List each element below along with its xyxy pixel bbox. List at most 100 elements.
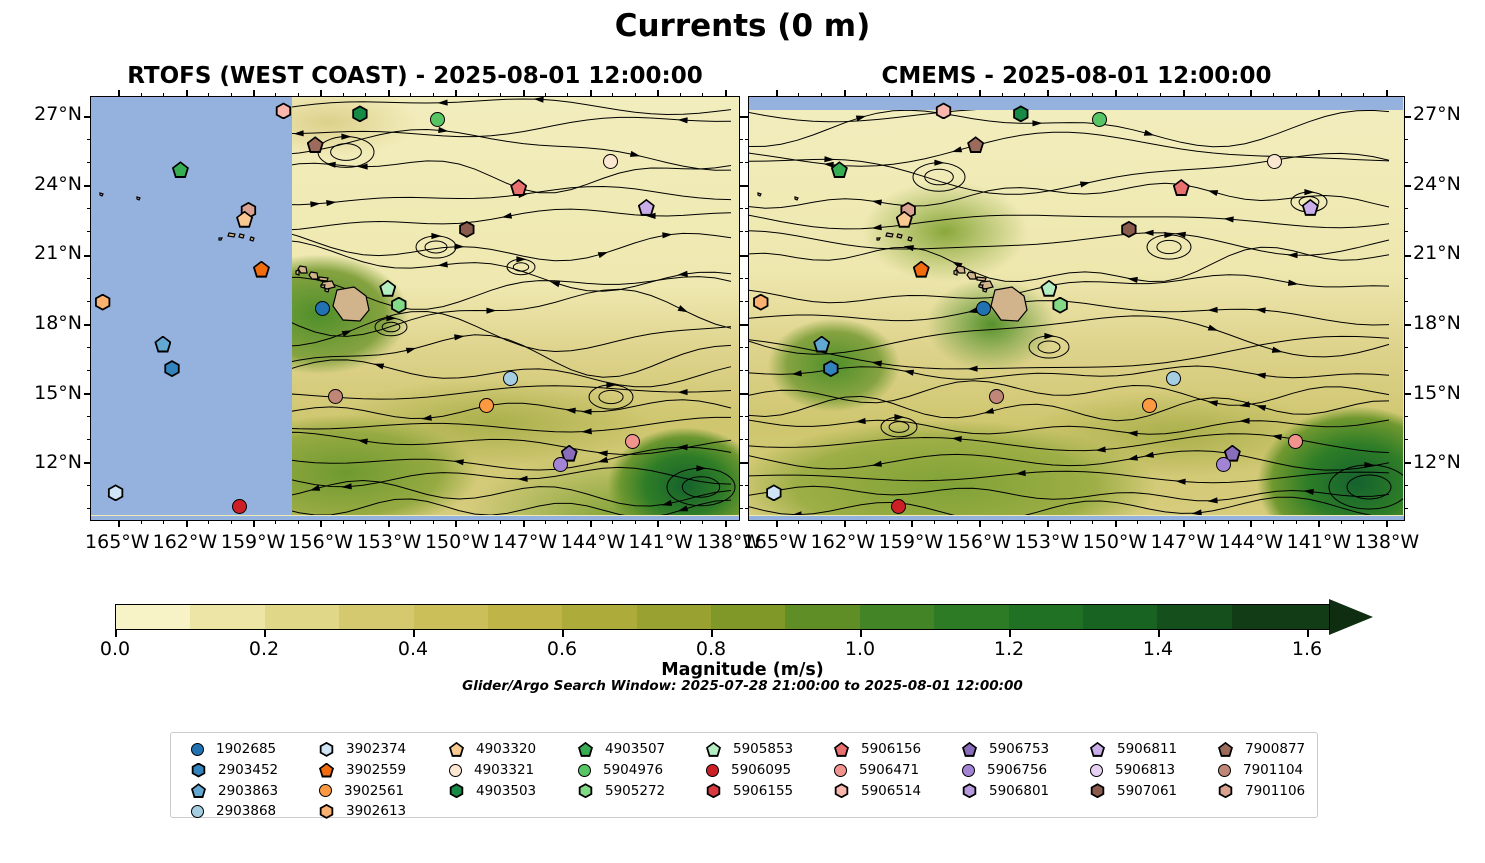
island [955,265,966,274]
legend-item: 4903320 [449,739,536,760]
eddy-streamline [330,143,362,161]
flow-arrow [278,493,289,499]
colorbar-segment [1306,605,1329,629]
flow-arrow [696,465,707,472]
axis-tick [477,520,479,524]
streamline [292,479,732,507]
float-marker-shape [503,371,519,387]
legend-item: 5906811 [1090,739,1177,760]
float-marker-shape [753,293,769,311]
flow-arrow [1127,276,1138,283]
legend-item: 5906756 [962,760,1049,781]
float-marker-shape [510,179,528,197]
legend-item: 5906156 [834,739,921,760]
colorbar-segment [264,605,340,629]
axis-tick [1385,520,1388,527]
streamline [749,230,1390,256]
flow-arrow [581,428,592,435]
marker-fill [354,107,366,121]
float-marker-shape [1013,105,1029,123]
streamline [749,274,1390,304]
axis-tick [1001,93,1003,97]
streamline [749,335,1390,370]
flow-arrow [677,505,689,512]
float-marker-shape [275,102,292,120]
marker-fill [836,785,847,797]
axis-tick [275,93,277,97]
eddy-streamline [381,321,401,333]
marker-fill [964,743,975,755]
axis-tick [1160,520,1161,524]
legend-item-label: 5906813 [1115,762,1176,779]
axis-tick [1404,116,1411,119]
lon-tick-label: 153°W [356,531,422,553]
float-marker-shape [1121,220,1137,238]
axis-tick [1404,300,1408,302]
island [318,276,329,282]
axis-tick [500,520,502,524]
streamlines-and-islands-layer [749,110,1403,515]
axis-tick [1114,520,1117,527]
float-marker [975,301,991,317]
legend-item-label: 3902559 [346,762,407,779]
lat-tick-label: 12°N [34,451,82,474]
float-marker-shape [1223,444,1241,462]
axis-tick [821,93,823,97]
legend-marker-icon [1218,741,1233,757]
axis-tick [87,139,91,141]
colorbar-tick-label: 0.8 [695,638,727,660]
colorbar-tick [264,630,266,637]
legend-item-label: 5906756 [987,762,1048,779]
island [953,269,958,276]
axis-tick [1047,520,1050,527]
axis-tick [1404,485,1408,487]
flow-arrow [951,146,963,153]
float-marker [164,360,181,378]
colorbar-extend-arrow [1329,599,1373,635]
float-legend: 1902685 2903452 2903863 2903868 3902374 39025… [170,732,1318,819]
island [218,237,223,241]
marker-fill [277,104,290,118]
axis-tick [888,520,890,524]
streamline [292,185,732,206]
float-marker [891,499,907,515]
float-marker-shape [391,296,407,314]
axis-tick [410,520,412,524]
flow-arrow [1207,306,1218,313]
axis-tick [1340,520,1342,524]
legend-marker-icon [319,762,334,778]
legend-item: 3902559 [319,760,406,781]
axis-tick [679,93,681,97]
flow-arrow [1207,400,1218,407]
axis-tick [567,520,569,524]
axis-tick [911,90,914,97]
axis-tick [1024,93,1026,97]
map-panel-rtofs [84,90,746,527]
marker-fill [1042,281,1056,295]
legend-item-label: 7900877 [1245,741,1306,758]
flow-arrow [662,232,673,239]
marker-fill [193,785,204,797]
axis-tick [1363,520,1365,524]
lat-tick-label: 27°N [34,103,82,126]
axis-tick [1404,162,1408,164]
streamline [292,334,732,378]
axis-tick [657,520,660,527]
legend-item-label: 4903321 [474,762,535,779]
float-marker [1301,198,1319,216]
float-marker-shape [1141,397,1157,413]
colorbar-tick [562,630,564,637]
axis-tick [934,93,936,97]
flow-arrow [1015,470,1026,477]
flow-arrow [310,201,321,208]
legend-item-label: 5906471 [859,762,920,779]
eddy-streamline [880,416,918,438]
float-marker [1052,296,1069,314]
axis-tick [1404,208,1408,210]
flow-arrow [967,307,979,314]
legend-item: 4903503 [449,780,536,801]
marker-fill [451,743,462,755]
axis-tick [739,139,743,141]
axis-tick [888,93,890,97]
